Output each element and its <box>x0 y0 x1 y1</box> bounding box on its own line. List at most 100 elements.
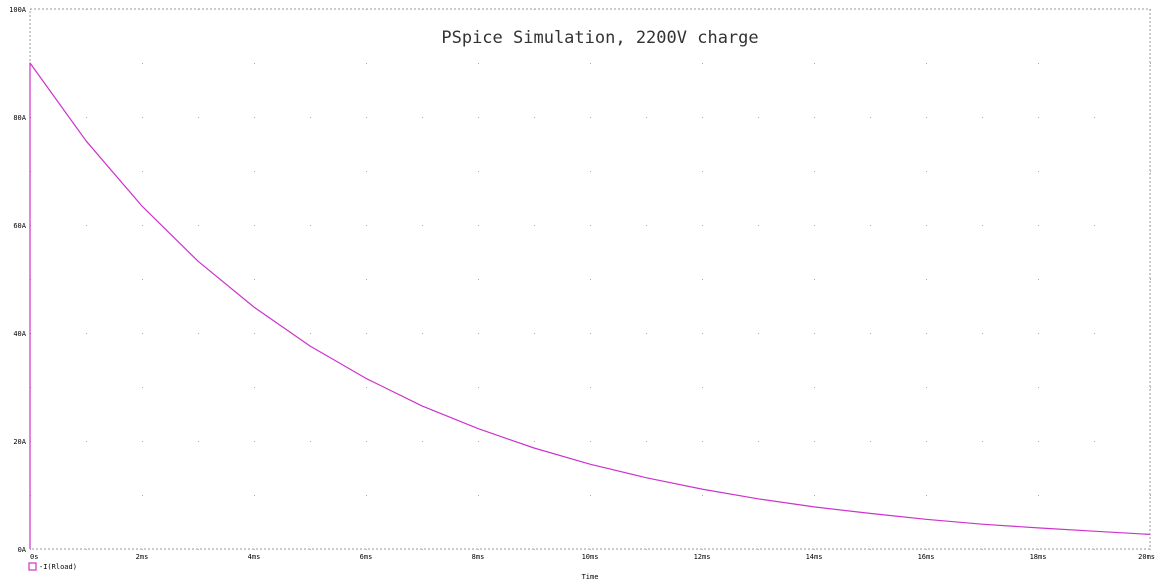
grid-dot <box>254 171 255 172</box>
x-tick-label: 20ms <box>1138 553 1155 561</box>
grid-dot <box>254 333 255 334</box>
x-tick-label: 18ms <box>1030 553 1047 561</box>
grid-dot <box>366 171 367 172</box>
grid-dot <box>982 117 983 118</box>
grid-dot <box>478 117 479 118</box>
grid-dot <box>534 333 535 334</box>
grid-dot <box>142 441 143 442</box>
grid-dot <box>534 117 535 118</box>
grid-dot <box>478 387 479 388</box>
grid-dot <box>254 63 255 64</box>
grid-dot <box>534 225 535 226</box>
grid-dot <box>926 549 927 550</box>
grid <box>30 9 1151 550</box>
grid-dot <box>198 441 199 442</box>
y-tick-label: 100A <box>9 6 27 14</box>
grid-dot <box>870 225 871 226</box>
grid-dot <box>254 495 255 496</box>
x-tick-label: 8ms <box>472 553 485 561</box>
grid-dot <box>310 441 311 442</box>
grid-dot <box>310 333 311 334</box>
grid-dot <box>646 549 647 550</box>
x-tick-label: 4ms <box>248 553 261 561</box>
grid-dot <box>1094 441 1095 442</box>
grid-dot <box>814 117 815 118</box>
grid-dot <box>1038 279 1039 280</box>
grid-dot <box>86 225 87 226</box>
chart-title: PSpice Simulation, 2200V charge <box>441 28 758 48</box>
grid-dot <box>1094 549 1095 550</box>
series-layer <box>29 62 1151 549</box>
grid-dot <box>254 387 255 388</box>
x-tick-label: 6ms <box>360 553 373 561</box>
grid-dot <box>1038 225 1039 226</box>
grid-dot <box>366 225 367 226</box>
grid-dot <box>702 117 703 118</box>
grid-dot <box>254 117 255 118</box>
grid-dot <box>422 117 423 118</box>
y-tick-label: 20A <box>13 438 26 446</box>
grid-dot <box>1094 333 1095 334</box>
grid-dot <box>702 63 703 64</box>
grid-dot <box>478 171 479 172</box>
grid-dot <box>870 441 871 442</box>
grid-dot <box>1038 171 1039 172</box>
grid-dot <box>982 441 983 442</box>
grid-dot <box>366 549 367 550</box>
grid-dot <box>366 279 367 280</box>
grid-dot <box>590 225 591 226</box>
grid-dot <box>1038 549 1039 550</box>
grid-dot <box>86 333 87 334</box>
grid-dot <box>646 117 647 118</box>
grid-dot <box>814 441 815 442</box>
grid-dot <box>758 549 759 550</box>
grid-dot <box>1038 117 1039 118</box>
grid-dot <box>814 171 815 172</box>
grid-dot <box>982 333 983 334</box>
grid-dot <box>1150 171 1151 172</box>
grid-dot <box>926 279 927 280</box>
x-tick-label: 0s <box>30 553 38 561</box>
grid-dot <box>982 549 983 550</box>
x-axis-label: Time <box>582 573 599 581</box>
grid-dot <box>814 63 815 64</box>
grid-dot <box>422 333 423 334</box>
grid-dot <box>814 333 815 334</box>
y-axis-ticks: 0A 20A 40A 60A 80A 100A <box>9 6 27 554</box>
grid-dot <box>646 225 647 226</box>
grid-dot <box>142 225 143 226</box>
grid-dot <box>926 63 927 64</box>
grid-dot <box>926 117 927 118</box>
grid-dot <box>310 549 311 550</box>
grid-dot <box>198 333 199 334</box>
x-tick-label: 16ms <box>918 553 935 561</box>
grid-dot <box>142 171 143 172</box>
grid-dot <box>310 225 311 226</box>
grid-dot <box>366 63 367 64</box>
grid-dot <box>422 549 423 550</box>
grid-dot <box>870 333 871 334</box>
grid-dot <box>590 171 591 172</box>
grid-dot <box>254 279 255 280</box>
grid-dot <box>534 441 535 442</box>
y-tick-label: 40A <box>13 330 26 338</box>
grid-dot <box>142 63 143 64</box>
grid-dot <box>590 387 591 388</box>
grid-dot <box>758 225 759 226</box>
grid-dot <box>702 333 703 334</box>
grid-dot <box>478 63 479 64</box>
grid-dot <box>646 333 647 334</box>
grid-dot <box>1038 495 1039 496</box>
x-axis-ticks: 0s 2ms 4ms 6ms 8ms 10ms 12ms 14ms 16ms 18ms 20ms <box>30 553 1155 561</box>
grid-dot <box>926 171 927 172</box>
grid-dot <box>1094 225 1095 226</box>
grid-dot <box>702 225 703 226</box>
grid-dot <box>198 549 199 550</box>
grid-dot <box>198 117 199 118</box>
grid-dot <box>478 333 479 334</box>
grid-dot <box>926 225 927 226</box>
legend-swatch <box>28 562 37 571</box>
grid-dot <box>478 549 479 550</box>
grid-dot <box>702 171 703 172</box>
grid-dot <box>1038 441 1039 442</box>
